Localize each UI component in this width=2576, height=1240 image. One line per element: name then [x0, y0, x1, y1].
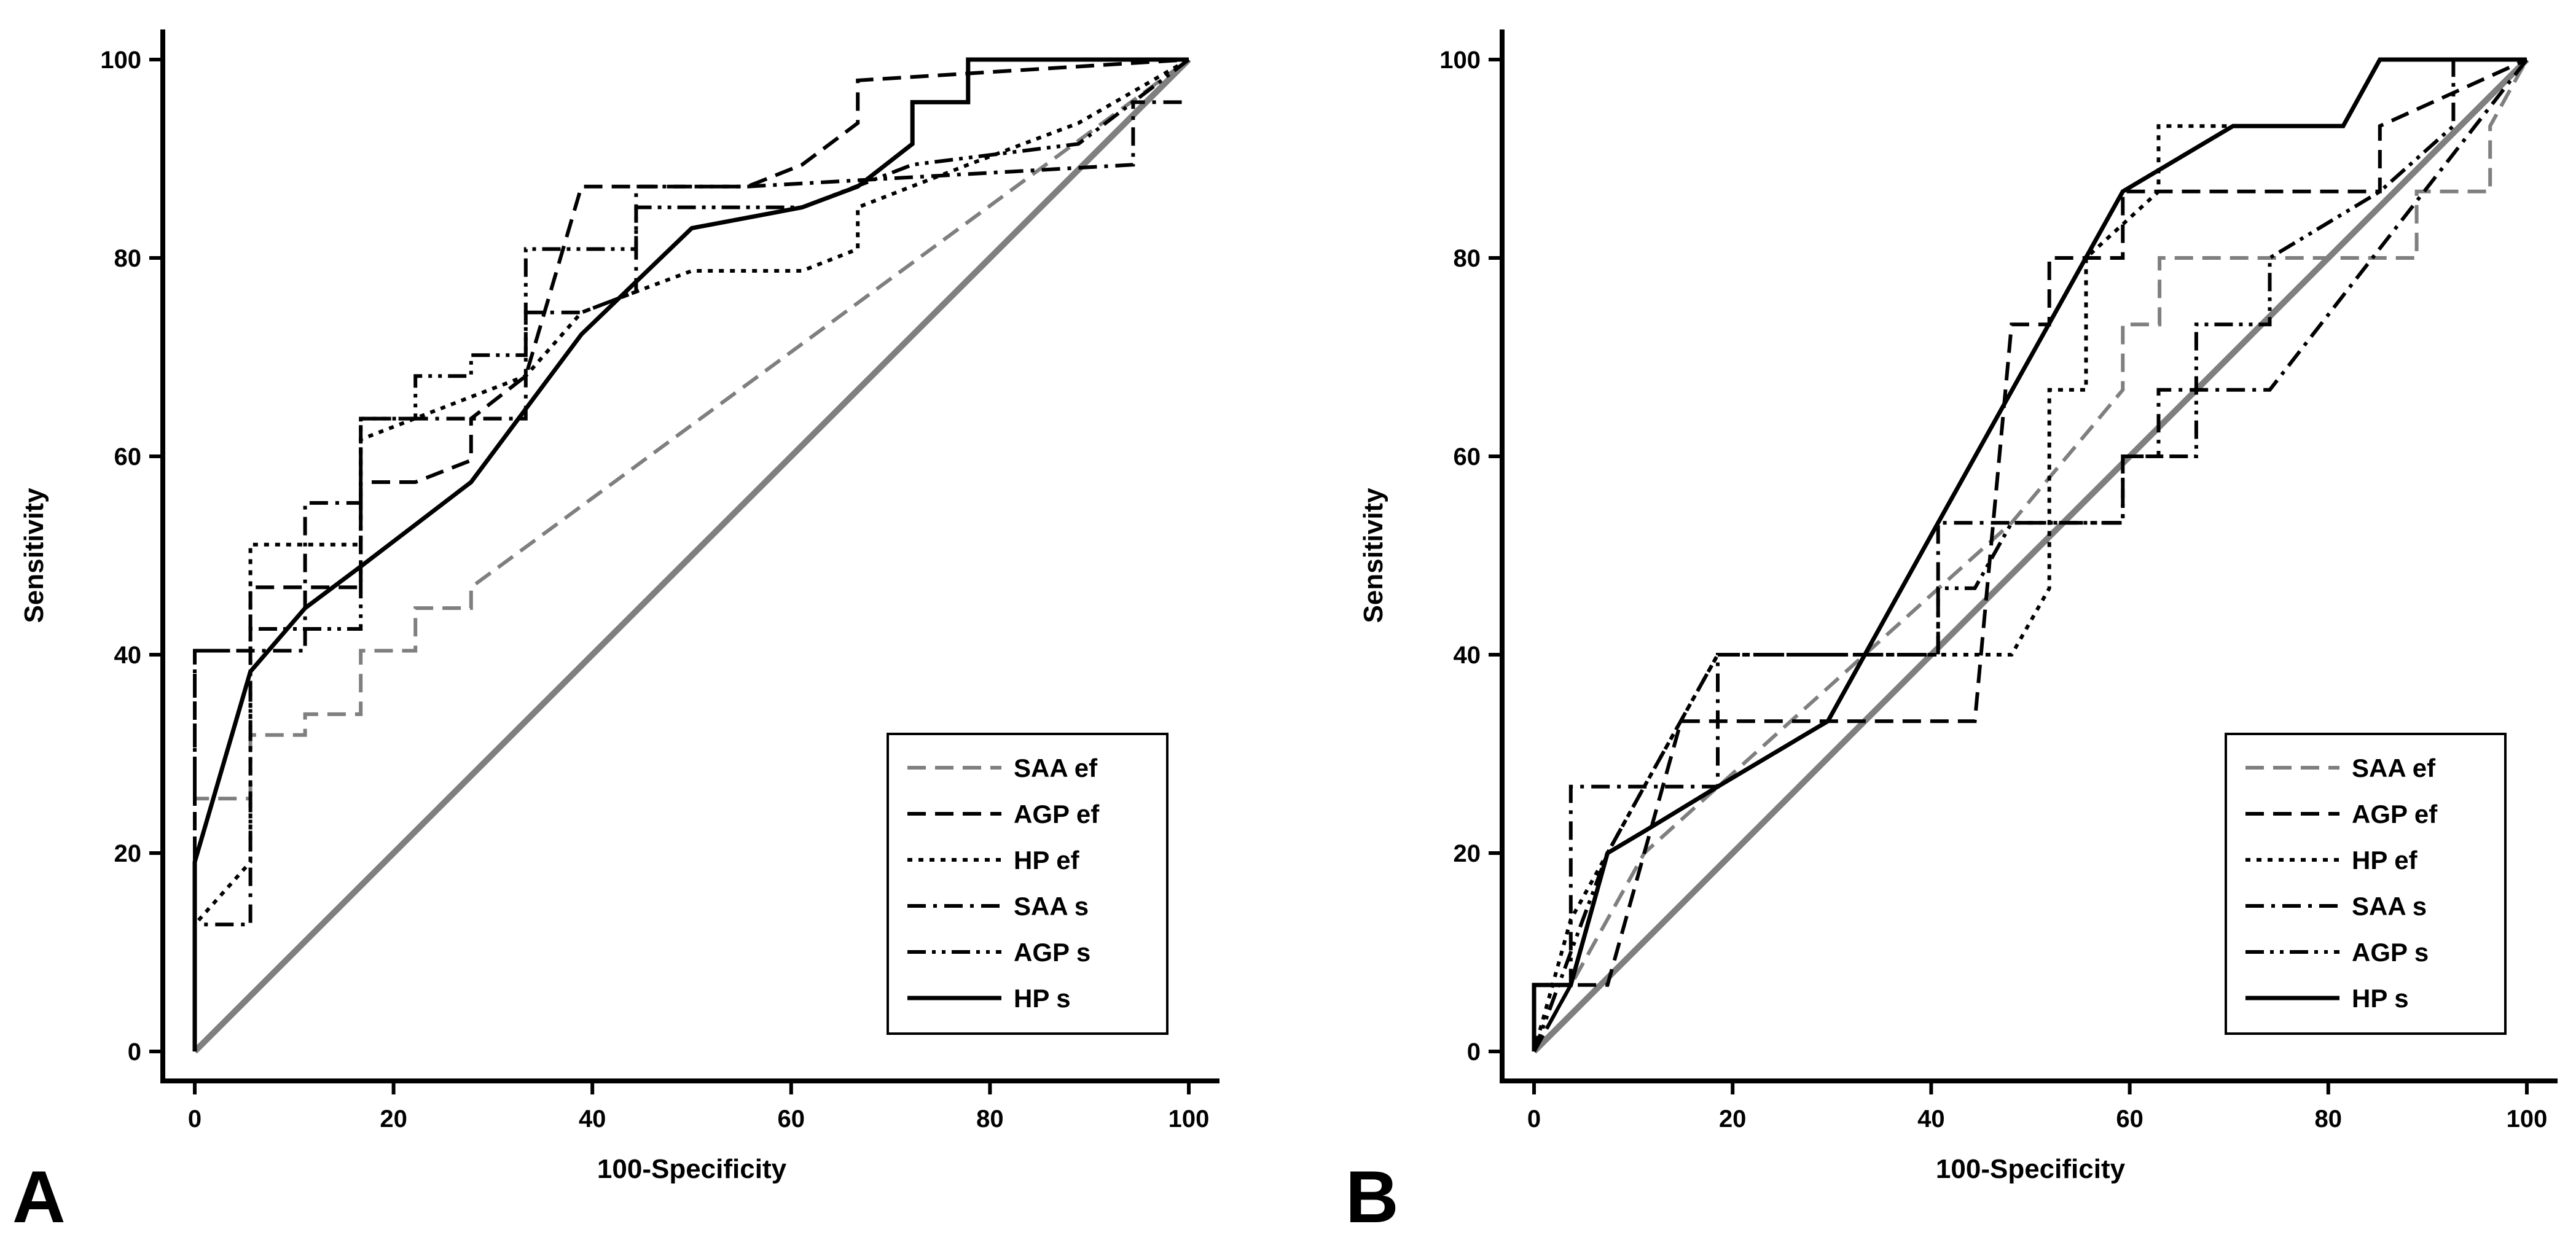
x-tick-label: 80 — [976, 1105, 1004, 1133]
series-line-hp-s — [192, 57, 1189, 1051]
legend-label: AGP ef — [1014, 800, 1100, 829]
x-tick-label: 60 — [778, 1105, 805, 1133]
legend-label: AGP s — [1014, 938, 1090, 967]
panel-b-roc-chart: 0 20 40 60 80 100 0 20 40 60 80 100 100-Specificity S… — [1345, 29, 2558, 1238]
x-tick-label: 40 — [579, 1105, 606, 1133]
x-tick-label: 100 — [2507, 1105, 2548, 1133]
x-tick-label: 80 — [2315, 1105, 2343, 1133]
reference-diagonal-line — [1532, 57, 2529, 1054]
legend-box — [887, 733, 1169, 1035]
y-tick-label: 60 — [114, 443, 142, 470]
panel-a-roc-chart: 0 20 40 60 80 100 0 20 40 60 80 100 100-Specificity S… — [12, 29, 1219, 1238]
legend-label: HP s — [1014, 984, 1071, 1013]
legend-label: HP ef — [1014, 846, 1080, 875]
y-tick-label: 0 — [128, 1039, 141, 1066]
x-tick-label: 20 — [380, 1105, 407, 1133]
x-tick-label: 20 — [1719, 1105, 1747, 1133]
panel-label: B — [1345, 1156, 1399, 1238]
legend-label: HP s — [2352, 984, 2409, 1013]
y-tick-label: 80 — [1454, 245, 1481, 272]
legend-label: SAA s — [1014, 892, 1089, 921]
series-line-saa-ef — [1532, 58, 2529, 1053]
series-line-hp-s — [1532, 57, 2527, 1051]
y-tick-label: 100 — [100, 47, 141, 74]
legend-box — [2225, 733, 2507, 1035]
reference-diagonal-line — [192, 57, 1191, 1054]
series-line-agp-s — [1532, 58, 2527, 1053]
x-axis-title: 100-Specificity — [1936, 1154, 2126, 1184]
x-tick-label: 40 — [1917, 1105, 1945, 1133]
series-line-agp-ef — [193, 58, 1189, 1051]
y-tick-label: 80 — [114, 245, 142, 272]
panel-label: A — [12, 1156, 66, 1238]
y-axis-title: Sensitivity — [1358, 488, 1388, 623]
legend-label: AGP s — [2352, 938, 2429, 967]
y-axis-title: Sensitivity — [19, 488, 49, 623]
y-tick-label: 20 — [1454, 840, 1481, 867]
x-tick-label: 0 — [188, 1105, 202, 1133]
x-tick-label: 60 — [2116, 1105, 2143, 1133]
legend-label: HP ef — [2352, 846, 2418, 875]
y-tick-label: 20 — [114, 840, 142, 867]
x-axis-title: 100-Specificity — [597, 1154, 787, 1184]
y-tick-label: 100 — [1439, 47, 1481, 74]
legend-label: AGP ef — [2352, 800, 2438, 829]
y-tick-label: 60 — [1454, 443, 1481, 470]
y-tick-label: 40 — [114, 642, 142, 669]
x-tick-label: 100 — [1169, 1105, 1210, 1133]
legend-label: SAA ef — [2352, 754, 2436, 782]
y-tick-label: 40 — [1454, 642, 1481, 669]
y-tick-label: 0 — [1467, 1039, 1481, 1066]
legend-label: SAA s — [2352, 892, 2427, 921]
legend-label: SAA ef — [1014, 754, 1098, 782]
x-tick-label: 0 — [1527, 1105, 1541, 1133]
